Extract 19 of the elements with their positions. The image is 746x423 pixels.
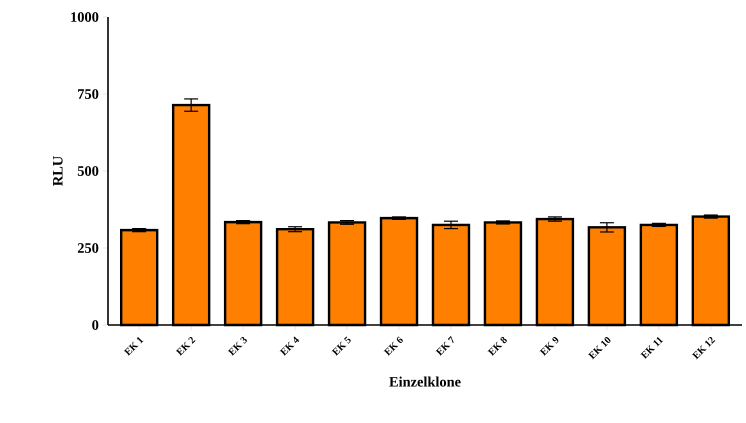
x-tick-label: EK 12: [692, 336, 716, 360]
x-tick-label: EK 11: [640, 337, 664, 360]
x-tick-label: EK 6: [384, 336, 403, 356]
x-tick-label: EK 7: [436, 336, 454, 356]
x-tick-label: EK 3: [228, 336, 247, 356]
x-tick-label: EK 5: [332, 336, 351, 356]
y-axis-title: RLU: [53, 156, 63, 186]
x-axis-title: Einzelklone: [389, 376, 461, 387]
x-tick-label: EK 2: [176, 336, 196, 356]
x-tick-label: EK 1: [124, 337, 144, 356]
y-tick-label: 750: [78, 89, 98, 99]
x-tick-label: EK 9: [540, 337, 558, 356]
y-tick-label: 250: [78, 243, 98, 253]
y-tick-label: 1000: [71, 12, 98, 22]
y-tick-label: 0: [92, 320, 98, 330]
x-tick-label: EK 4: [280, 336, 300, 356]
y-tick-label: 500: [78, 166, 98, 176]
x-tick-label: EK 8: [488, 336, 507, 356]
x-tick-label: EK 10: [588, 337, 610, 360]
